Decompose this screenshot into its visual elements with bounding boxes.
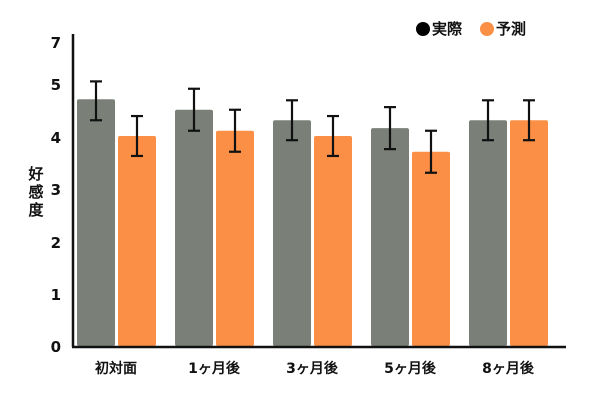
bar-actual [273, 120, 311, 346]
bar-predicted [216, 130, 254, 346]
bar-actual [371, 128, 409, 346]
bar-predicted [510, 120, 548, 346]
bars-group [77, 99, 548, 346]
legend-dot-predicted-icon [480, 21, 495, 36]
x-tick-label: 初対面 [95, 360, 137, 377]
y-tick-label: 7 [51, 34, 61, 52]
y-tick-label: 4 [51, 129, 61, 147]
y-tick-label: 0 [51, 338, 61, 356]
x-tick-label: 8ヶ月後 [482, 360, 535, 377]
x-tick-label: 3ヶ月後 [286, 360, 339, 377]
bar-actual [77, 99, 115, 346]
y-tick-labels: 0 1 2 3 4 5 7 [51, 34, 61, 356]
x-tick-label: 5ヶ月後 [384, 360, 437, 377]
legend-label-predicted: 予測 [496, 20, 527, 38]
y-axis-label-char: 度 [28, 201, 44, 219]
y-axis-label-char: 好 [28, 165, 44, 183]
legend-dot-actual-icon [416, 21, 430, 36]
bar-actual [469, 120, 507, 346]
y-axis-label-char: 感 [28, 183, 44, 201]
y-tick-label: 3 [51, 181, 61, 199]
legend-item-actual: 実際 [416, 18, 462, 39]
y-tick-label: 5 [51, 76, 61, 94]
bar-predicted [412, 151, 450, 346]
error-bars-group [90, 80, 535, 174]
legend-label-actual: 実際 [432, 20, 463, 38]
y-axis-label: 好 感 度 [27, 165, 45, 219]
legend: 実際 予測 [416, 18, 544, 39]
x-tick-label: 1ヶ月後 [188, 360, 241, 377]
y-tick-label: 1 [51, 286, 61, 304]
x-tick-labels: 初対面 1ヶ月後 3ヶ月後 5ヶ月後 8ヶ月後 [95, 360, 535, 377]
bar-actual [175, 109, 213, 346]
y-tick-label: 2 [51, 234, 61, 252]
bar-predicted [314, 136, 352, 346]
bar-predicted [118, 136, 156, 346]
legend-item-predicted: 予測 [480, 18, 526, 39]
